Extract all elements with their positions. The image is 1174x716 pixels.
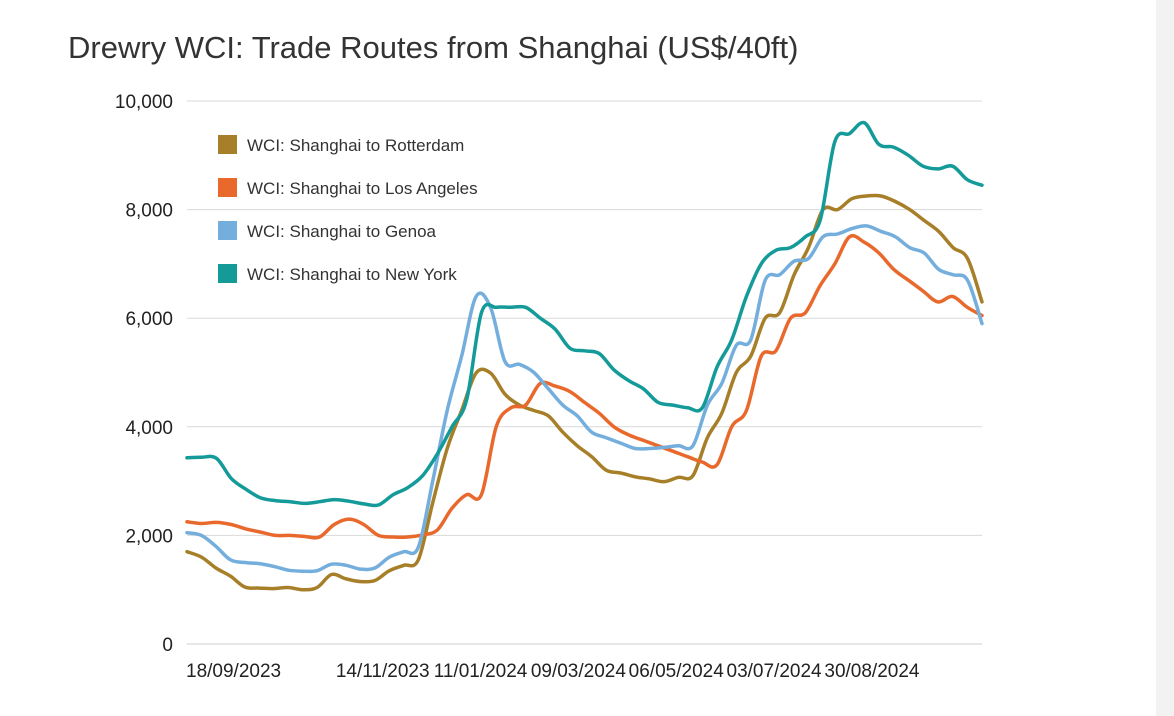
legend-swatch	[218, 221, 237, 240]
x-tick-label: 18/09/2023	[186, 661, 281, 682]
x-tick-label: 14/11/2023	[336, 661, 430, 682]
chart-title: Drewry WCI: Trade Routes from Shanghai (…	[68, 30, 799, 65]
x-tick-label: 11/01/2024	[434, 661, 528, 682]
y-tick-label: 6,000	[125, 309, 173, 330]
legend-label: WCI: Shanghai to Rotterdam	[247, 136, 464, 155]
y-tick-label: 0	[162, 635, 173, 656]
series-line-3	[185, 224, 984, 574]
y-tick-label: 10,000	[115, 92, 173, 113]
x-tick-label: 30/08/2024	[824, 661, 920, 682]
x-tick-label: 09/03/2024	[531, 661, 627, 682]
y-tick-label: 8,000	[125, 201, 173, 222]
series-line-2	[185, 233, 984, 540]
legend-label: WCI: Shanghai to New York	[247, 265, 457, 284]
y-tick-label: 4,000	[125, 418, 173, 439]
legend-label: WCI: Shanghai to Los Angeles	[247, 179, 478, 198]
legend-swatch	[218, 135, 237, 154]
legend-swatch	[218, 264, 237, 283]
legend-swatch	[218, 178, 237, 197]
series-line-4	[185, 120, 984, 508]
x-tick-label: 06/05/2024	[629, 661, 725, 682]
x-tick-label: 03/07/2024	[727, 661, 823, 682]
series-line-1	[185, 193, 984, 592]
y-tick-label: 2,000	[125, 526, 173, 547]
legend-label: WCI: Shanghai to Genoa	[247, 222, 437, 241]
